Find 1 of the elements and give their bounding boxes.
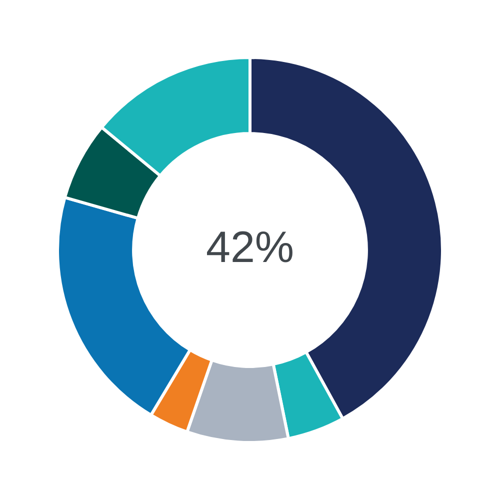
text: 42% — [206, 223, 294, 272]
